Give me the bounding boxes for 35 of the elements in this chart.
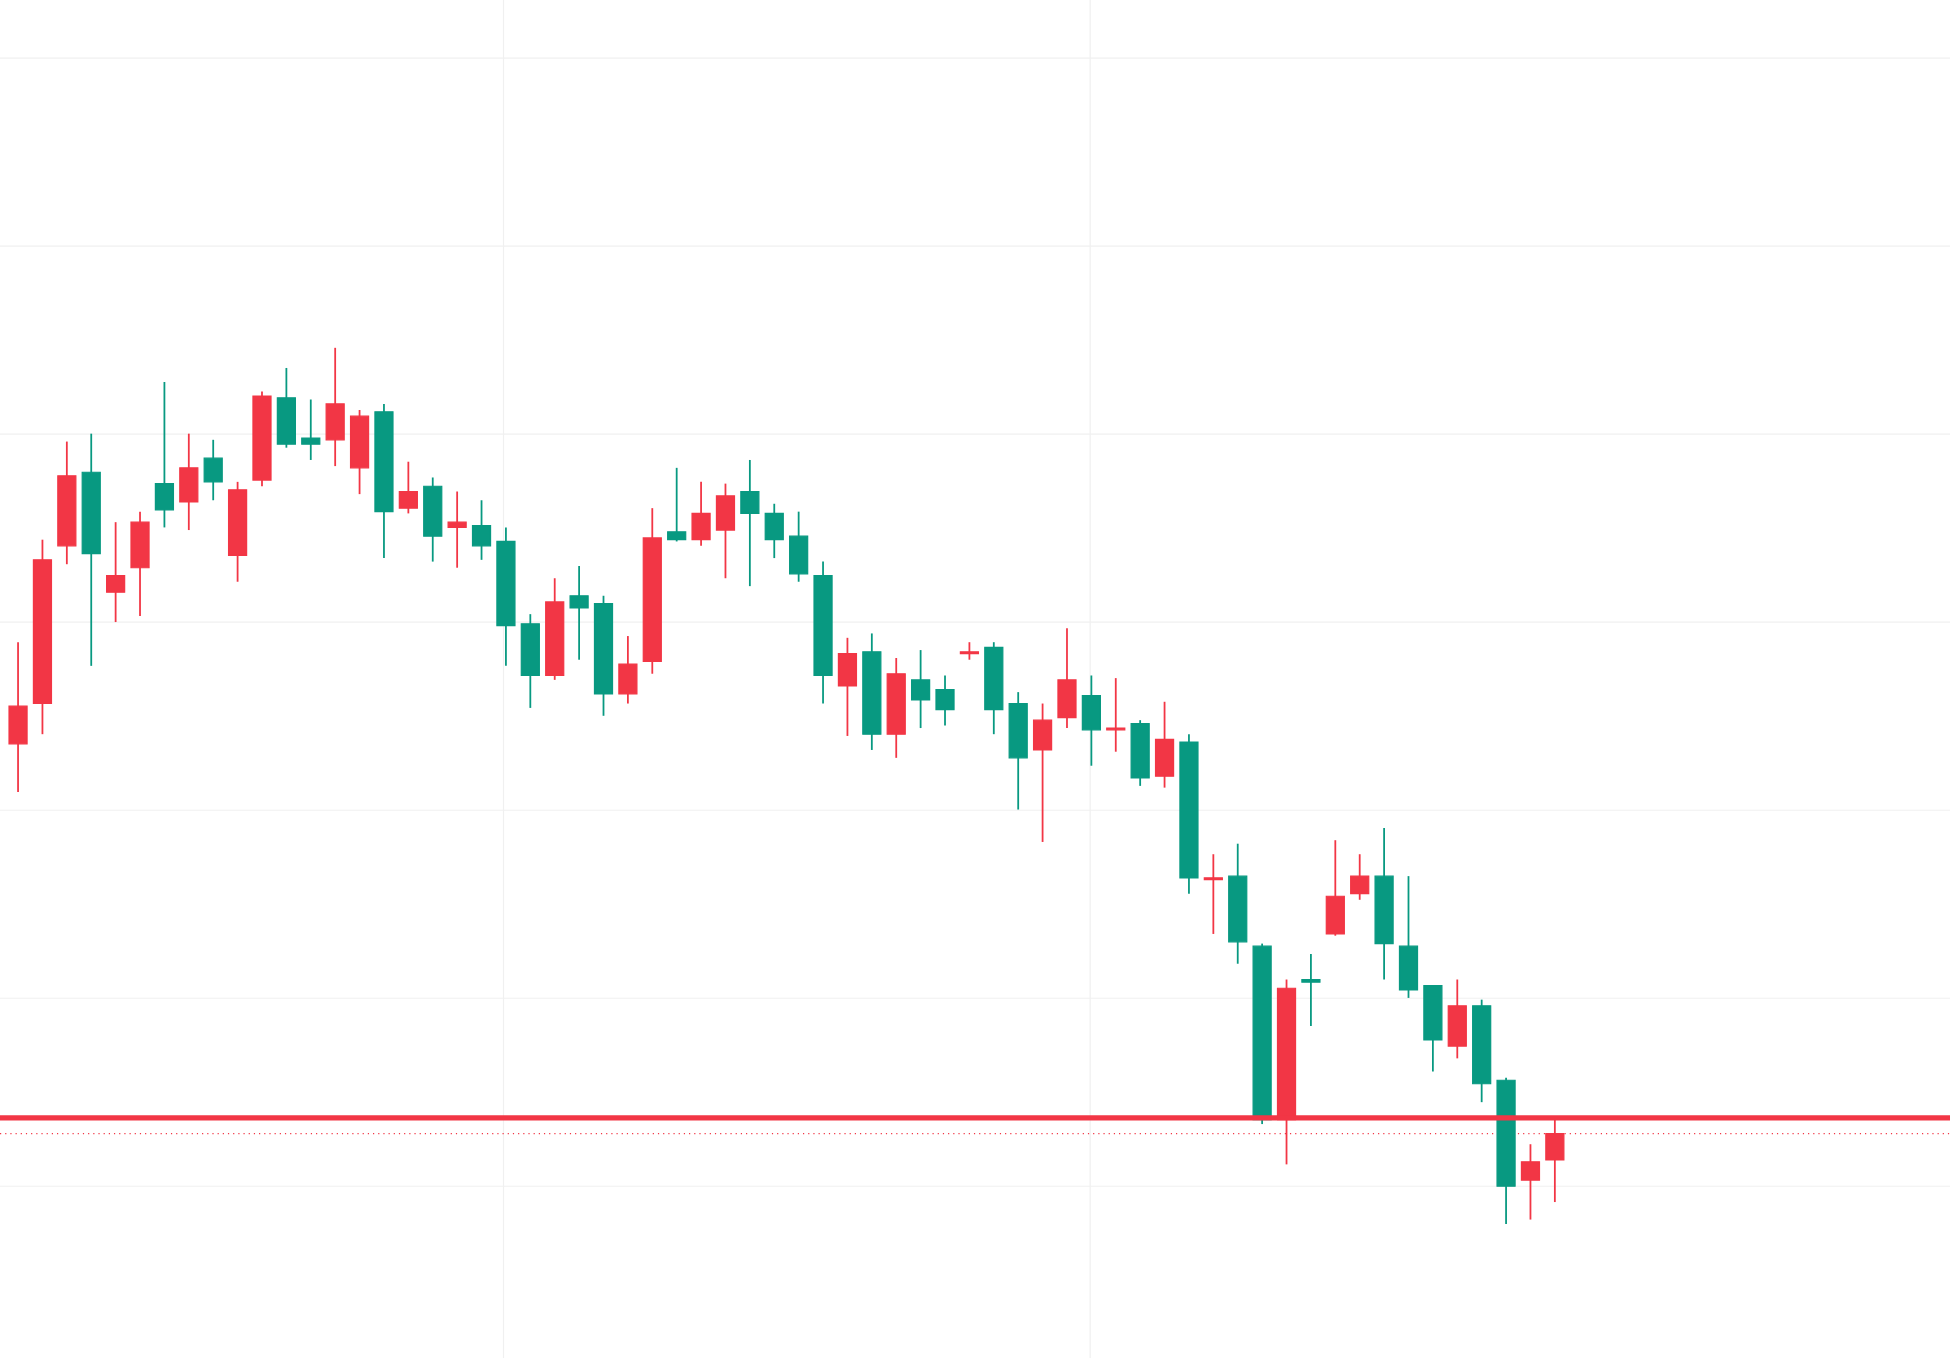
candlestick [130,510,150,617]
candlestick [179,432,199,531]
candlestick [910,649,931,729]
candlestick [203,438,223,502]
candlestick [1057,627,1077,729]
candlestick [276,367,297,449]
candlestick [301,398,321,461]
candlestick [740,459,760,588]
candlestick [667,466,687,543]
candlestick [1350,853,1370,901]
candlestick [1154,700,1175,789]
candlestick [618,635,638,705]
candlestick [154,381,175,529]
candlestick [691,480,711,547]
candlestick [1106,677,1126,753]
candlestick [1081,674,1101,767]
candlestick [325,346,345,467]
candlestick [789,510,809,583]
candlestick [1447,978,1467,1060]
candlestick [935,674,955,727]
candlestick [1203,853,1223,935]
candlestick [715,482,736,580]
candlestick [1520,1143,1541,1221]
candlestick [1032,702,1053,843]
candlestick [8,641,28,793]
candlestick [398,460,418,515]
candlestick [1398,875,1419,999]
candlestick [106,521,126,623]
candlestick [1325,839,1345,937]
candlestick [471,499,492,561]
candlestick [764,502,784,559]
candlestick [447,490,467,569]
candlestick [837,636,858,737]
candlestick [1301,953,1321,1027]
candlestick [569,565,589,661]
